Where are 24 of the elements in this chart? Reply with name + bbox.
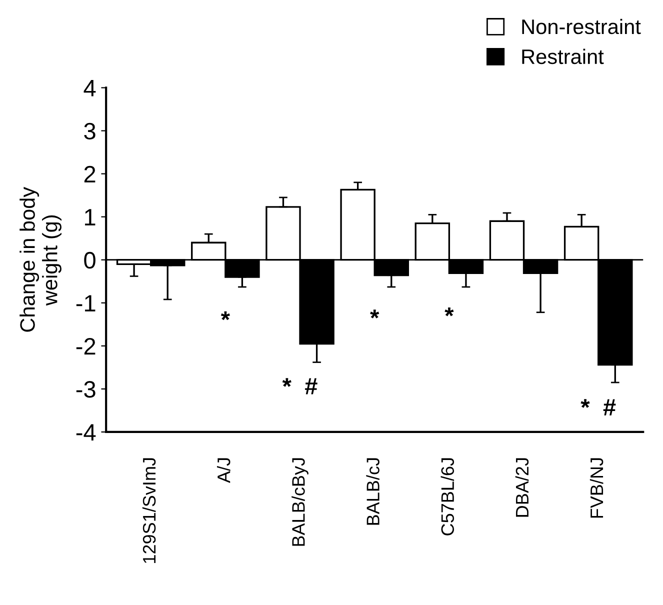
annotation: * #	[580, 399, 616, 416]
y-tick-label: -4	[76, 424, 96, 441]
annotation: *	[220, 311, 230, 320]
x-tick-label: BALB/cByJ	[292, 458, 308, 546]
x-tick-label: A/J	[217, 458, 230, 484]
annotation: *	[444, 307, 454, 316]
y-tick-label: 4	[84, 80, 96, 96]
x-tick-label: 129S1/SvImJ	[142, 458, 156, 563]
y-tick-label: 1	[85, 209, 96, 226]
legend-label: Restraint	[522, 48, 604, 64]
x-tick-label: FVB/NJ	[590, 458, 604, 518]
y-axis-title: Change in body weight (g)	[20, 186, 62, 332]
y-tick-label: -3	[76, 381, 96, 398]
x-tick-label: DBA/2J	[515, 458, 529, 517]
y-tick-label: 2	[84, 166, 96, 182]
annotation: *	[370, 310, 380, 318]
annotation: * #	[282, 378, 318, 394]
y-tick-label: -1	[76, 295, 96, 312]
legend-label: Non-restraint	[522, 18, 641, 34]
x-tick-label: C57BL/6J	[440, 458, 454, 536]
y-tick-label: 0	[84, 252, 96, 269]
y-tick-label: -2	[76, 338, 96, 354]
x-tick-label: BALB/cJ	[366, 458, 380, 525]
y-tick-label: 3	[84, 122, 96, 140]
